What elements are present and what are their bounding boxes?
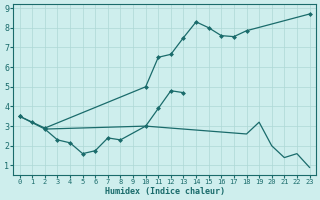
X-axis label: Humidex (Indice chaleur): Humidex (Indice chaleur) <box>105 187 225 196</box>
